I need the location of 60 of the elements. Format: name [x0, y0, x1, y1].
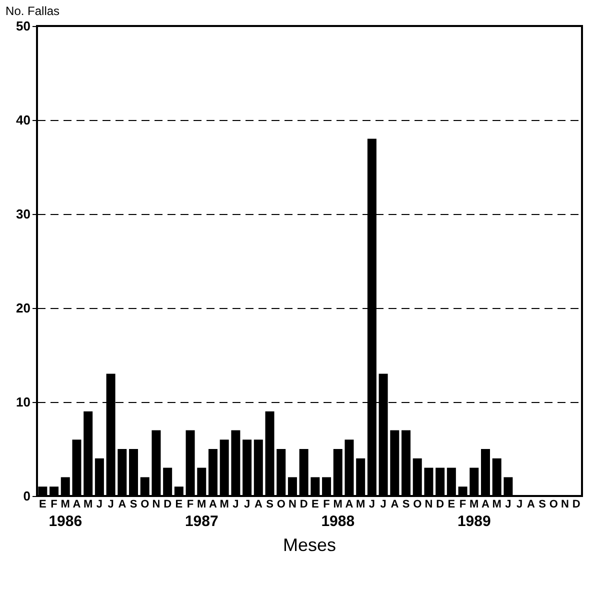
x-tick-label: A [345, 498, 354, 510]
x-tick-label: N [560, 498, 569, 510]
x-tick-label: J [232, 498, 239, 510]
x-tick-label: F [459, 498, 466, 510]
x-tick-label: M [492, 498, 502, 510]
x-tick-label: D [572, 498, 580, 510]
x-tick-label: A [209, 498, 218, 510]
x-tick-label: O [276, 498, 286, 510]
x-tick-label: D [300, 498, 308, 510]
x-tick-label: J [96, 498, 103, 510]
text: 1987 [184, 513, 218, 530]
x-tick-label: M [220, 498, 229, 510]
x-tick-label: N [288, 498, 296, 510]
x-tick-label: A [482, 498, 490, 510]
x-tick-label: J [368, 498, 376, 510]
y-tick-label: 50 [16, 18, 30, 34]
x-tick-label: N [424, 498, 433, 510]
x-axis-title: Meses [282, 535, 336, 555]
y-axis-title: No. Fallas [6, 4, 60, 18]
x-tick-label: F [50, 498, 58, 510]
x-tick-label: M [356, 498, 366, 510]
x-tick-label: A [254, 498, 262, 510]
x-tick-label: S [266, 498, 274, 510]
x-tick-label: J [108, 498, 114, 510]
text: 1986 [48, 513, 82, 530]
x-tick-label: E [448, 498, 456, 510]
y-tick-label: 10 [16, 394, 30, 410]
x-tick-label: F [186, 498, 194, 510]
text: 1988 [321, 513, 355, 530]
x-tick-label: S [402, 498, 410, 510]
x-tick-label: E [175, 498, 183, 510]
x-tick-label: M [197, 498, 206, 510]
x-tick-label: J [244, 498, 250, 510]
text: 1989 [457, 513, 491, 530]
x-tick-label: J [505, 498, 512, 510]
x-tick-label: D [436, 498, 444, 510]
x-tick-label: A [72, 498, 81, 510]
x-tick-label: D [164, 498, 172, 510]
x-tick-label: O [413, 498, 422, 510]
x-tick-label: J [380, 498, 386, 510]
x-tick-label: M [333, 498, 342, 510]
x-tick-label: J [516, 498, 523, 510]
x-tick-label: E [312, 498, 319, 510]
x-tick-label: M [60, 498, 70, 510]
y-tick-label: 40 [16, 112, 30, 128]
x-tick-label: O [549, 498, 558, 510]
x-tick-label: M [470, 498, 479, 510]
y-tick-label: 20 [16, 300, 30, 316]
x-tick-label: A [390, 498, 399, 510]
x-tick-label: N [152, 498, 160, 510]
y-tick-label: 0 [23, 488, 30, 504]
x-tick-label: M [84, 498, 93, 510]
x-tick-label: A [526, 498, 535, 510]
x-tick-label: E [39, 498, 46, 510]
y-tick-label: 30 [16, 206, 30, 222]
x-tick-label: A [118, 498, 126, 510]
x-tick-label: S [538, 498, 546, 510]
x-tick-label: S [130, 498, 138, 510]
x-tick-label: O [140, 498, 150, 510]
x-tick-label: F [323, 498, 330, 510]
